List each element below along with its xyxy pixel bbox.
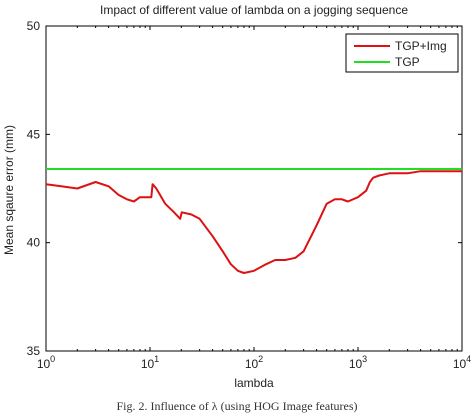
series-line-tgp-img bbox=[45, 170, 462, 274]
y-tick-label: 35 bbox=[27, 344, 41, 358]
figure-caption: Fig. 2. Influence of λ (using HOG Image … bbox=[116, 399, 357, 413]
x-axis-label: lambda bbox=[234, 376, 274, 390]
legend-box bbox=[345, 33, 459, 73]
x-tick-label: 101 bbox=[141, 354, 159, 371]
series-layer bbox=[45, 168, 462, 274]
x-tick-label: 103 bbox=[349, 354, 367, 371]
y-tick-label: 40 bbox=[27, 236, 41, 250]
chart-title: Impact of different value of lambda on a… bbox=[100, 3, 408, 17]
x-axis: 100 101 102 103 104 bbox=[37, 26, 471, 371]
legend: TGP+Img TGP bbox=[345, 33, 459, 73]
x-tick-label: 104 bbox=[453, 354, 471, 371]
legend-entry-tgp: TGP bbox=[395, 55, 420, 69]
plot-area bbox=[45, 25, 463, 352]
y-axis: 35 40 45 50 bbox=[27, 19, 462, 358]
y-tick-label: 45 bbox=[27, 127, 41, 141]
y-tick-label: 50 bbox=[27, 19, 41, 33]
y-axis-label: Mean sqaure error (mm) bbox=[2, 125, 16, 255]
legend-entry-tgp-img: TGP+Img bbox=[395, 39, 447, 53]
x-tick-label: 100 bbox=[37, 354, 55, 371]
x-tick-label: 102 bbox=[245, 354, 263, 371]
